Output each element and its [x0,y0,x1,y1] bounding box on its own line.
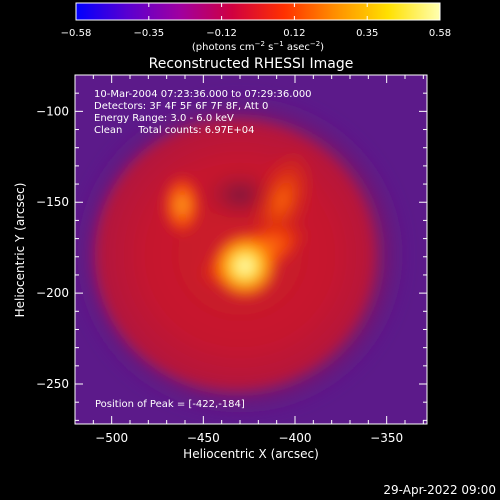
colorbar-unit-label: (photons cm−2 s−1 asec−2) [192,40,324,53]
y-axis-ticks: −100 −150 −200 −250 [36,74,427,421]
x-axis-label: Heliocentric X (arcsec) [183,447,319,461]
colorbar-tick-label: 0.58 [429,28,451,39]
annotation-line: 10-Mar-2004 07:23:36.000 to 07:29:36.000 [94,89,312,100]
peak-spot [211,232,279,300]
colorbar-gradient [75,2,441,21]
y-axis-label: Heliocentric Y (arcsec) [13,183,27,318]
y-tick-label: −100 [36,104,69,118]
x-tick-label: −400 [279,431,312,445]
colorbar-ticks: −0.58 −0.35 −0.12 0.12 0.35 0.58 [61,3,451,39]
plot-frame [74,74,428,425]
y-tick-label: −200 [36,286,69,300]
annotation-line: Clean Total counts: 6.97E+04 [94,125,254,136]
x-tick-label: −450 [187,431,220,445]
colorbar-tick-label: −0.58 [61,28,92,39]
x-tick-label: −500 [95,431,128,445]
x-tick-label: −350 [370,431,403,445]
bright-blob-left [162,173,202,237]
y-tick-label: −250 [36,377,69,391]
annotation-line: Detectors: 3F 4F 5F 6F 7F 8F, Att 0 [94,101,268,112]
peak-position-label: Position of Peak = [-422,-184] [95,399,245,410]
colorbar: −0.58 −0.35 −0.12 0.12 0.35 0.58 (photons cm−… [61,2,451,53]
colorbar-tick-label: −0.12 [206,28,237,39]
annotation-line: Energy Range: 3.0 - 6.0 keV [94,113,234,124]
annotation-block: 10-Mar-2004 07:23:36.000 to 07:29:36.000… [94,89,312,136]
x-axis-ticks: −500 −450 −400 −350 [74,75,424,445]
heatmap-image [75,75,427,424]
colorbar-tick-label: 0.12 [283,28,305,39]
colorbar-tick-label: 0.35 [356,28,378,39]
chart-title: Reconstructed RHESSI Image [149,56,354,72]
render-date: 29-Apr-2022 09:00 [383,483,496,497]
colorbar-tick-label: −0.35 [133,28,164,39]
y-tick-label: −150 [36,195,69,209]
